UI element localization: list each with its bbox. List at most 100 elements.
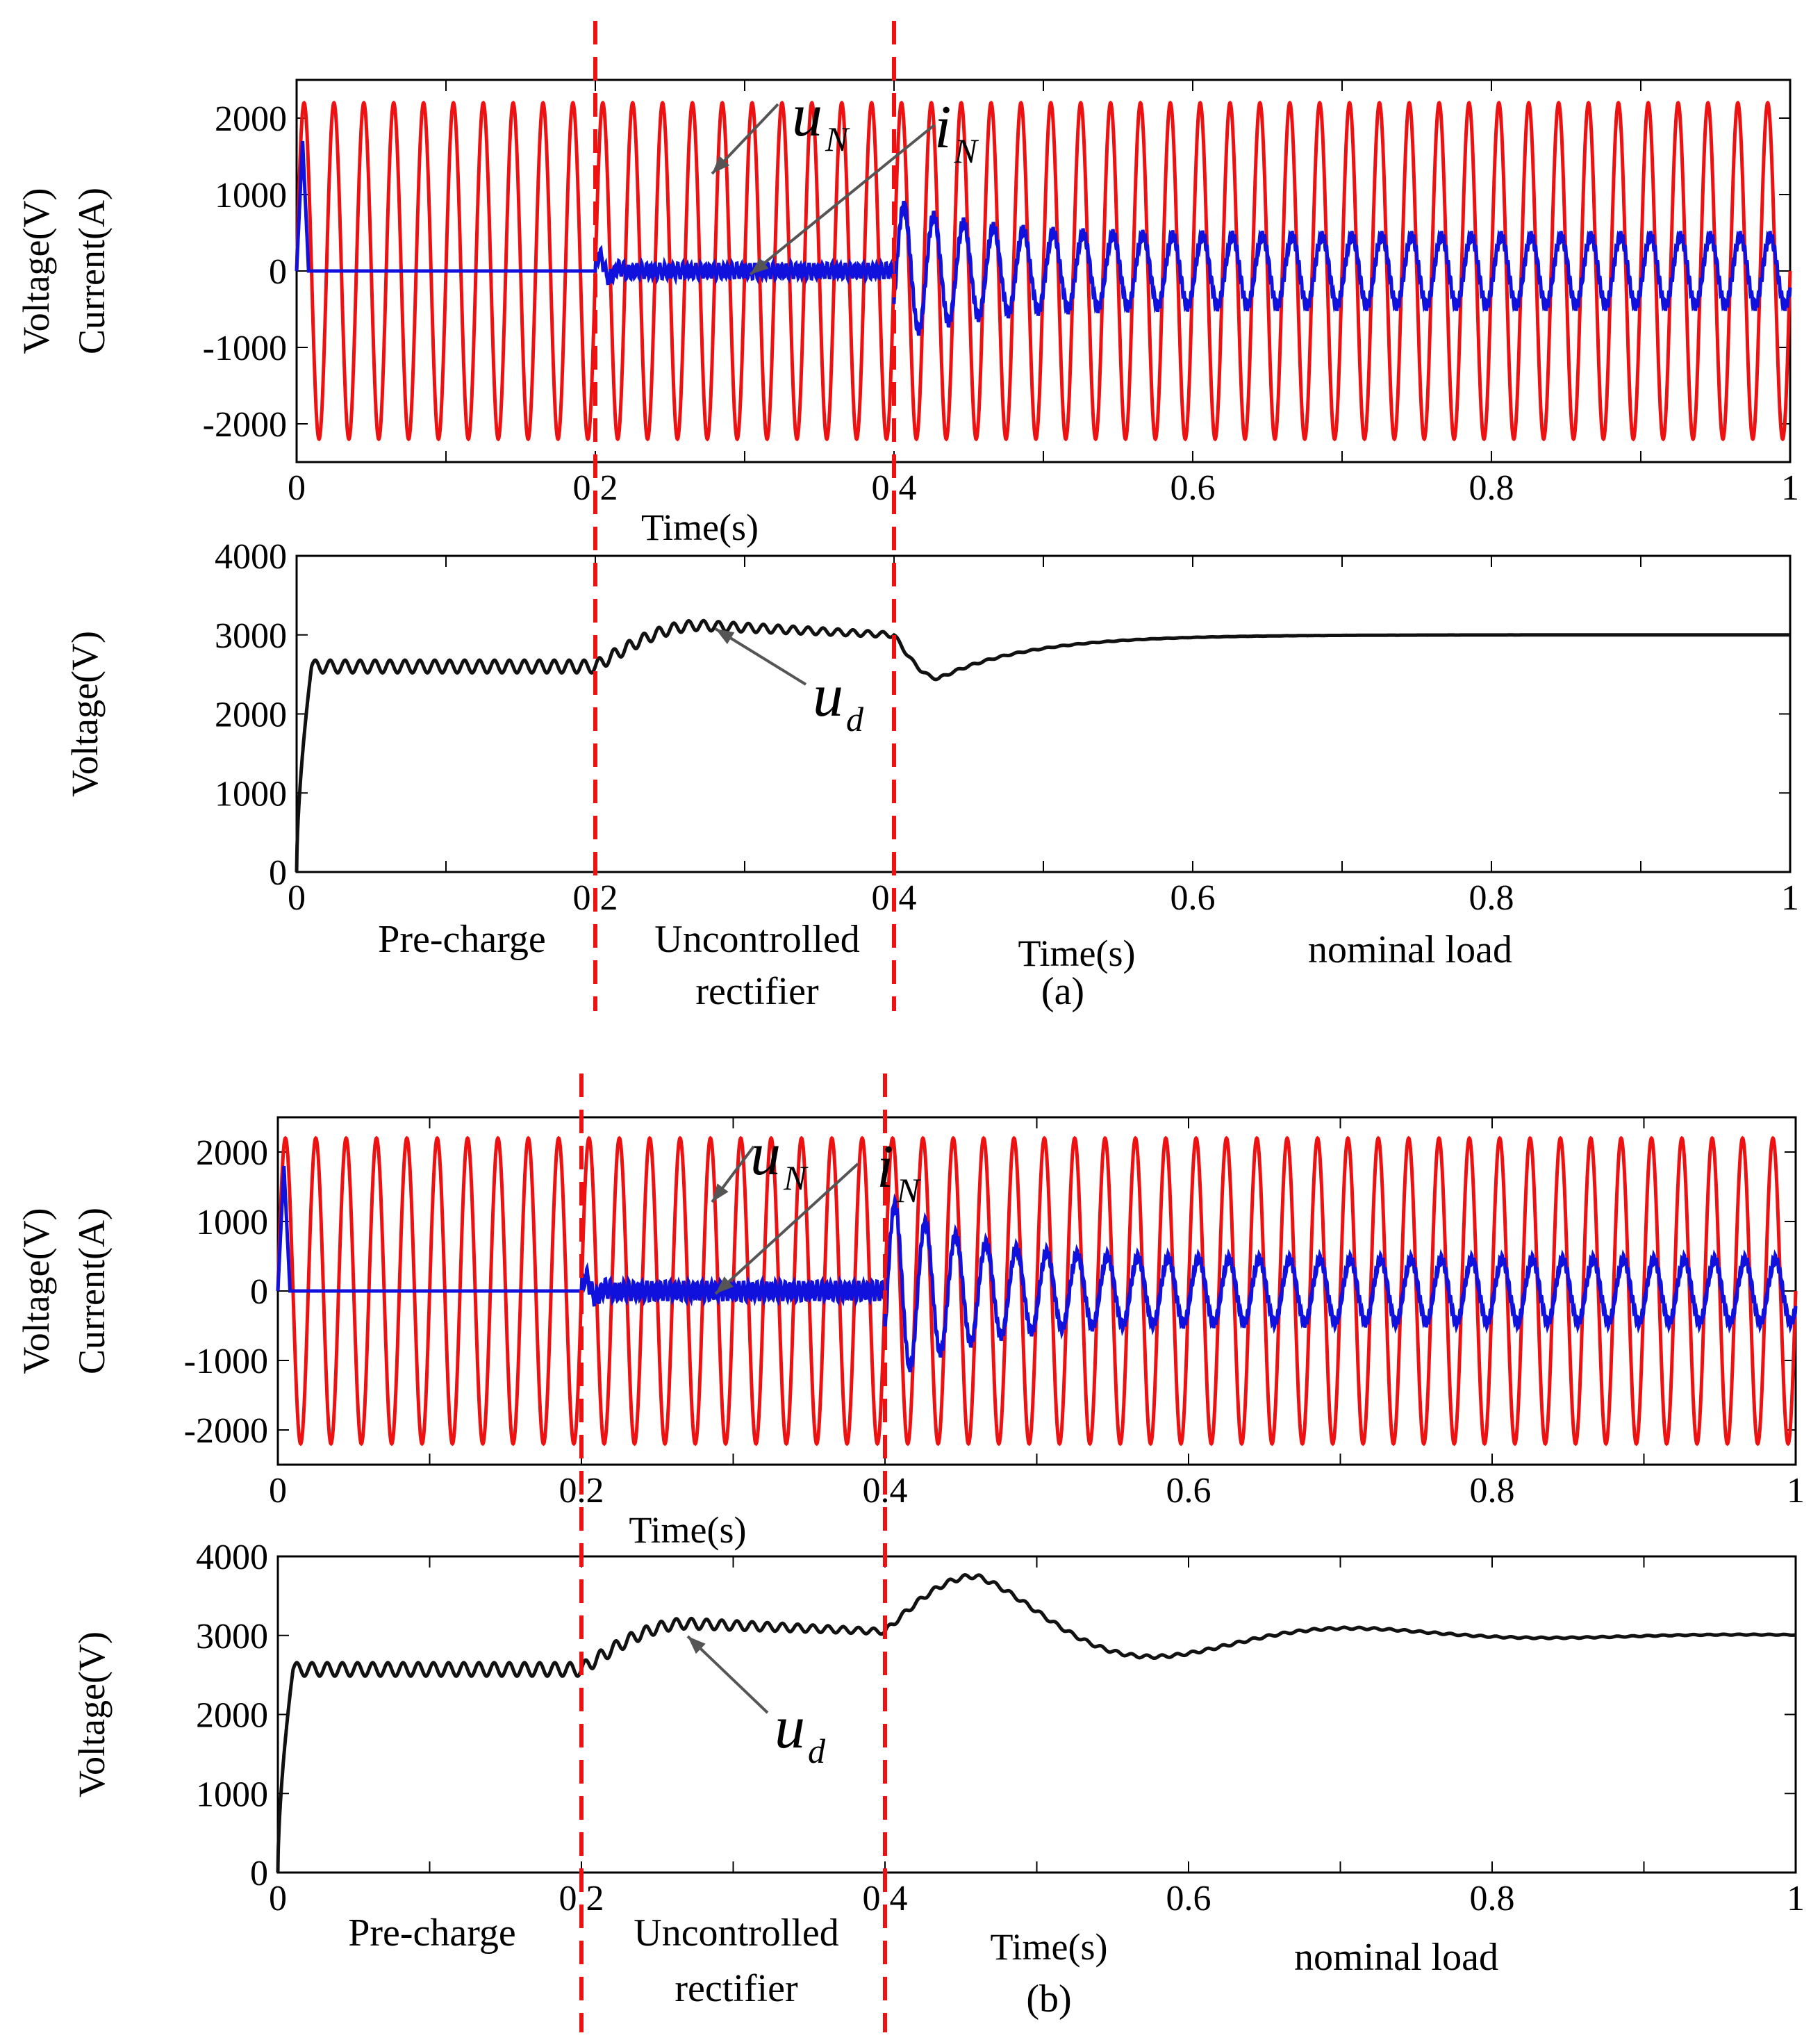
b-dc-ytick-label: 1000	[196, 1775, 268, 1814]
a-iN-label: iN	[934, 94, 979, 170]
a-dc-ytick-label: 0	[269, 853, 287, 893]
a-dc-xtick-label: 1	[1781, 878, 1799, 918]
a-label-rectifier: rectifier	[695, 970, 819, 1013]
b-iN-label-symbol: i	[877, 1133, 893, 1201]
b-ac-ytick-label: 1000	[196, 1203, 268, 1242]
b-iN-arrow-shaft	[714, 1162, 859, 1295]
b-ac-ytick-label: 0	[250, 1272, 268, 1312]
a-dc-xtick-label: 0.6	[1170, 878, 1216, 918]
a-label-uncontrolled: Uncontrolled	[654, 918, 859, 961]
b-ac-current-iN-line	[276, 1165, 1798, 1373]
a-dc-voltage-ud-line	[295, 618, 1790, 873]
b-ud-arrow	[686, 1635, 769, 1714]
b-uN-label-subscript: N	[783, 1158, 809, 1197]
a-ac-xtick-label: 0.8	[1469, 468, 1514, 508]
a-uN-arrow	[711, 103, 779, 175]
a-iN-label-subscript: N	[953, 131, 979, 170]
b-label-precharge: Pre-charge	[348, 1911, 516, 1955]
a-ac-xtick-label: 0	[288, 468, 306, 508]
b-dc-xtick-label: 1	[1787, 1879, 1805, 1918]
b-uN-arrow	[711, 1145, 755, 1203]
a-dc-ytick-label: 3000	[215, 616, 287, 656]
b-label-uncontrolled: Uncontrolled	[634, 1911, 838, 1955]
b-iN-label-subscript: N	[895, 1171, 921, 1210]
b-ud-arrow-head	[688, 1636, 706, 1654]
a-dc-ytick-label: 4000	[215, 537, 287, 577]
b-ac-xtick-label: 0	[269, 1471, 287, 1511]
a-iN-arrow-head	[750, 257, 769, 274]
b-ac-xtick-label: 1	[1787, 1471, 1805, 1511]
b-dc-frame	[276, 1555, 1797, 1874]
b-ac-xtick-label: 0.6	[1166, 1471, 1211, 1511]
b-dc-ylabel: Voltage(V)	[71, 1631, 113, 1798]
a-ac-ytick-label: 2000	[215, 99, 287, 139]
b-dc-ytick-label: 4000	[196, 1538, 268, 1577]
b-ac-ytick-label: -2000	[184, 1411, 268, 1451]
b-caption: (b)	[1026, 1977, 1071, 2021]
a-ac-current-iN-line	[295, 140, 1792, 336]
a-uN-label: uN	[792, 82, 850, 158]
b-iN-arrow-head	[715, 1276, 734, 1294]
a-uN-label-symbol: u	[792, 82, 822, 149]
b-ac-voltage-uN-line	[276, 1135, 1798, 1447]
a-ac-ytick-label: -2000	[203, 405, 287, 445]
a-dc-xlabel: Time(s)	[1018, 932, 1135, 974]
a-ac-ylabel-voltage: Voltage(V)	[15, 188, 57, 354]
b-uN-label: uN	[750, 1121, 809, 1197]
a-ac-voltage-uN-line	[295, 100, 1792, 442]
b-ac-ytick-label: 2000	[196, 1133, 268, 1173]
a-dc-ytick-label: 2000	[215, 696, 287, 735]
b-dc-xtick-label: 0.6	[1166, 1879, 1211, 1918]
b-ac-xtick-label: 0.8	[1470, 1471, 1515, 1511]
a-iN-label-symbol: i	[934, 94, 951, 161]
a-ac-ytick-label: -1000	[203, 329, 287, 368]
b-dc-xtick-label: 0	[269, 1879, 287, 1918]
a-ud-label-subscript: d	[846, 700, 864, 739]
b-ud-arrow-shaft	[686, 1635, 769, 1714]
a-label-nominal-load: nominal load	[1308, 928, 1512, 971]
b-label-nominal-load: nominal load	[1294, 1936, 1498, 1979]
a-ac-ytick-label: 1000	[215, 176, 287, 215]
a-label-precharge: Pre-charge	[378, 918, 546, 961]
b-uN-label-symbol: u	[750, 1121, 781, 1188]
a-ac-xlabel: Time(s)	[641, 507, 759, 548]
b-uN-arrow-head	[712, 1183, 729, 1202]
b-label-rectifier: rectifier	[675, 1967, 798, 2010]
a-ud-label-symbol: u	[813, 662, 843, 730]
b-ac-ylabel-voltage: Voltage(V)	[15, 1208, 57, 1374]
a-uN-arrow-head	[712, 156, 730, 174]
b-ac-xlabel: Time(s)	[629, 1509, 746, 1551]
a-iN-arrow	[749, 124, 936, 276]
a-dc-xtick-label: 0	[288, 878, 306, 918]
a-ac-ylabel-current: Current(A)	[71, 188, 113, 354]
b-iN-arrow	[714, 1162, 859, 1295]
b-dc-xtick-label: 0.8	[1470, 1879, 1515, 1918]
b-ud-label: ud	[775, 1694, 826, 1770]
b-ud-label-subscript: d	[808, 1731, 826, 1770]
a-dc-frame	[295, 554, 1792, 873]
a-ac-xtick-label: 1	[1781, 468, 1799, 508]
a-ac-ytick-label: 0	[269, 252, 287, 292]
b-dc-xlabel: Time(s)	[990, 1926, 1107, 1968]
a-ud-arrow-head	[715, 629, 735, 645]
a-caption: (a)	[1041, 970, 1084, 1013]
b-dc-ytick-label: 0	[250, 1854, 268, 1893]
b-ud-label-symbol: u	[775, 1694, 805, 1761]
b-dc-ytick-label: 3000	[196, 1617, 268, 1656]
b-ac-ylabel-current: Current(A)	[71, 1208, 113, 1374]
a-ud-label: ud	[813, 662, 864, 739]
b-iN-label: iN	[877, 1133, 921, 1210]
a-iN-arrow-shaft	[749, 124, 936, 276]
a-ac-xtick-label: 0.6	[1170, 468, 1216, 508]
a-dc-ylabel: Voltage(V)	[64, 631, 106, 797]
a-ud-arrow	[714, 627, 807, 686]
a-dc-xtick-label: 0.8	[1469, 878, 1514, 918]
b-dc-voltage-ud-line	[276, 1573, 1796, 1873]
b-ac-ytick-label: -1000	[184, 1342, 268, 1381]
b-dc-ytick-label: 2000	[196, 1696, 268, 1736]
a-uN-label-subscript: N	[825, 120, 850, 158]
